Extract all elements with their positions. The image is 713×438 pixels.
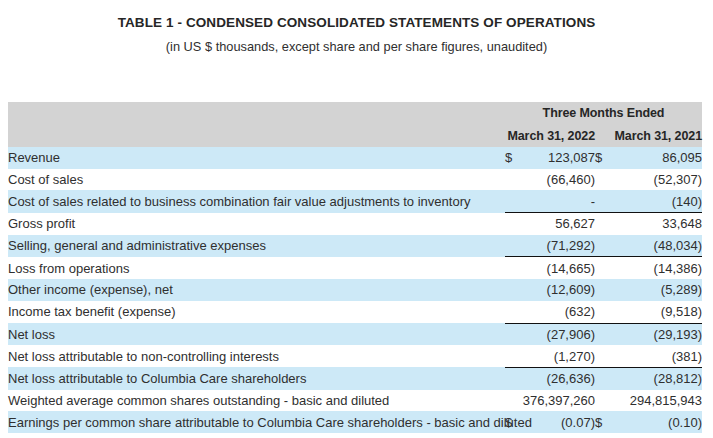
table-row: Loss from operations (14,665) (14,386) <box>8 257 702 279</box>
currency-symbol-2021 <box>595 323 614 345</box>
table-title: TABLE 1 - CONDENSED CONSOLIDATED STATEME… <box>0 0 713 30</box>
row-value-2021: (28,812) <box>614 367 702 389</box>
header-spacer <box>8 124 505 147</box>
row-value-2022: (12,609) <box>519 279 595 301</box>
currency-symbol-2022: $ <box>505 147 519 169</box>
row-label: Other income (expense), net <box>8 279 505 301</box>
table-row: Cost of sales related to business combin… <box>8 190 702 212</box>
currency-symbol-2021 <box>595 301 614 323</box>
currency-symbol-2022 <box>505 190 519 212</box>
row-label: Earnings per common share attributable t… <box>8 411 505 433</box>
table-row: Other income (expense), net (12,609) (5,28… <box>8 279 702 301</box>
column-header-2021: March 31, 2021 <box>595 124 702 147</box>
row-label: Selling, general and administrative expe… <box>8 235 505 257</box>
row-label: Net loss attributable to Columbia Care s… <box>8 367 505 389</box>
row-value-2022: 123,087 <box>519 147 595 169</box>
table-row: Selling, general and administrative expe… <box>8 235 702 257</box>
header-spacer <box>8 102 505 124</box>
currency-symbol-2022 <box>505 213 519 235</box>
row-value-2021: (29,193) <box>614 323 702 345</box>
currency-symbol-2022 <box>505 169 519 191</box>
currency-symbol-2022 <box>505 301 519 323</box>
currency-symbol-2021 <box>595 169 614 191</box>
table-row: Revenue$123,087$86,095 <box>8 147 702 169</box>
currency-symbol-2021 <box>595 279 614 301</box>
currency-symbol-2022 <box>505 390 519 412</box>
row-value-2022: (27,906) <box>519 323 595 345</box>
row-value-2021: (5,289) <box>614 279 702 301</box>
currency-symbol-2021: $ <box>595 147 614 169</box>
financial-statement-page: TABLE 1 - CONDENSED CONSOLIDATED STATEME… <box>0 0 713 438</box>
row-value-2022: (1,270) <box>519 345 595 367</box>
column-header-row: March 31, 2022 March 31, 2021 <box>8 124 702 147</box>
currency-symbol-2021 <box>595 257 614 279</box>
currency-symbol-2022 <box>505 257 519 279</box>
row-value-2022: 376,397,260 <box>519 390 595 412</box>
row-label: Net loss attributable to non-controlling… <box>8 345 505 367</box>
row-label: Gross profit <box>8 213 505 235</box>
row-value-2022: (26,636) <box>519 367 595 389</box>
table-header: Three Months Ended March 31, 2022 March … <box>8 102 702 147</box>
currency-symbol-2021: $ <box>595 411 614 433</box>
row-value-2022: (632) <box>519 301 595 323</box>
table-row: Cost of sales (66,460) (52,307) <box>8 169 702 191</box>
table-row: Income tax benefit (expense) (632) (9,518) <box>8 301 702 323</box>
row-value-2021: (381) <box>614 345 702 367</box>
row-label: Cost of sales <box>8 169 505 191</box>
row-value-2021: 33,648 <box>614 213 702 235</box>
currency-symbol-2021 <box>595 213 614 235</box>
row-value-2022: 56,627 <box>519 213 595 235</box>
table-row: Net loss attributable to non-controlling… <box>8 345 702 367</box>
table-row: Net loss attributable to Columbia Care s… <box>8 367 702 389</box>
row-label: Revenue <box>8 147 505 169</box>
row-value-2021: (52,307) <box>614 169 702 191</box>
table-body: Revenue$123,087$86,095Cost of sales(66,4… <box>8 147 702 433</box>
period-header: Three Months Ended <box>505 102 702 124</box>
currency-symbol-2022 <box>505 367 519 389</box>
statements-table: Three Months Ended March 31, 2022 March … <box>8 102 702 433</box>
table-row: Net loss (27,906) (29,193) <box>8 323 702 345</box>
table-row: Gross profit 56,627 33,648 <box>8 213 702 235</box>
currency-symbol-2022 <box>505 323 519 345</box>
currency-symbol-2022 <box>505 279 519 301</box>
row-value-2021: (140) <box>614 190 702 212</box>
currency-symbol-2022 <box>505 345 519 367</box>
row-label: Cost of sales related to business combin… <box>8 190 505 212</box>
row-value-2021: 294,815,943 <box>614 390 702 412</box>
row-value-2021: (48,034) <box>614 235 702 257</box>
currency-symbol-2021 <box>595 190 614 212</box>
row-label: Weighted average common shares outstandi… <box>8 390 505 412</box>
row-label: Income tax benefit (expense) <box>8 301 505 323</box>
currency-symbol-2022 <box>505 235 519 257</box>
row-label: Loss from operations <box>8 257 505 279</box>
row-value-2021: (14,386) <box>614 257 702 279</box>
period-header-row: Three Months Ended <box>8 102 702 124</box>
table-row: Earnings per common share attributable t… <box>8 411 702 433</box>
table-row: Weighted average common shares outstandi… <box>8 390 702 412</box>
row-value-2022: (66,460) <box>519 169 595 191</box>
column-header-2022: March 31, 2022 <box>505 124 595 147</box>
currency-symbol-2021 <box>595 390 614 412</box>
currency-symbol-2021 <box>595 367 614 389</box>
table-subtitle: (in US $ thousands, except share and per… <box>0 39 713 54</box>
row-label: Net loss <box>8 323 505 345</box>
currency-symbol-2021 <box>595 235 614 257</box>
row-value-2021: (9,518) <box>614 301 702 323</box>
row-value-2021: (0.10) <box>614 411 702 433</box>
currency-symbol-2021 <box>595 345 614 367</box>
row-value-2022: (71,292) <box>519 235 595 257</box>
row-value-2022: (14,665) <box>519 257 595 279</box>
row-value-2021: 86,095 <box>614 147 702 169</box>
row-value-2022: - <box>519 190 595 212</box>
